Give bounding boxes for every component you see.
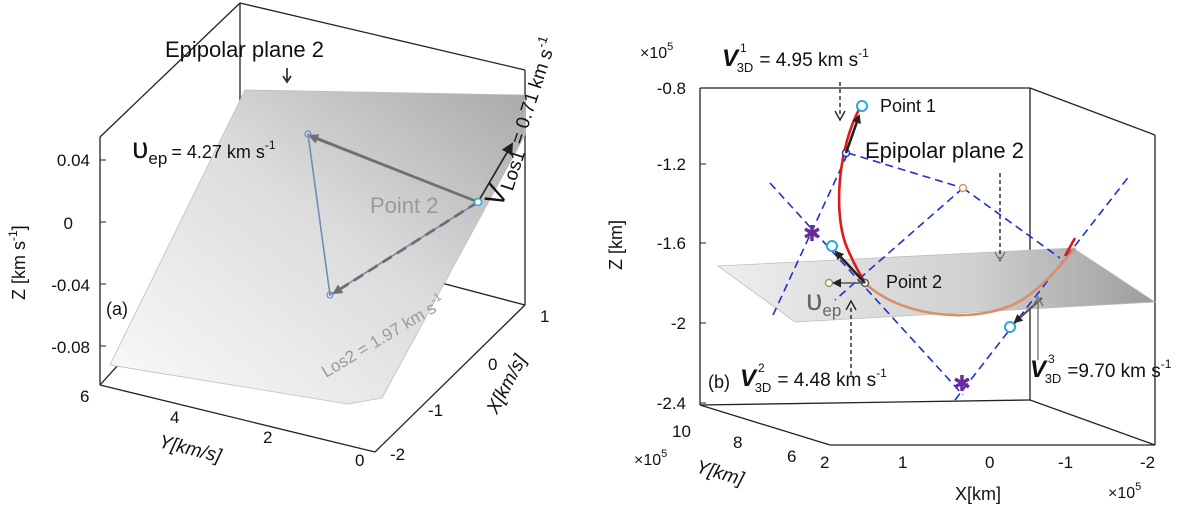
panel-b-star-marker: ✱ [803,222,821,247]
x-tick: 2 [820,453,829,472]
x-tick: -1 [428,401,443,420]
x-tick: -2 [390,445,405,464]
panel-a-point2-marker [473,197,483,207]
y-tick: 0 [355,451,364,470]
y-tick: 2 [263,428,272,447]
panel-b-z-axis-label: Z [km] [606,220,626,270]
z-tick: 0 [64,214,73,233]
panel-a-vep-label: υep = 4.27 km s-1 [132,132,276,168]
panel-b-curve-red-tip [1063,237,1077,257]
panel-b-curve-orange [865,247,1076,317]
panel-a-panel-label: (a) [106,299,128,319]
panel-a-y-ticks: 6 4 2 0 [80,387,364,470]
panel-b-star-marker: ✱ [953,372,971,397]
panel-a-vertex-marker [326,291,334,299]
z-tick: -0.08 [51,338,90,357]
panel-b-y-ticks: 10 8 6 [672,422,796,466]
x-tick: 0 [488,355,497,374]
x-tick: -2 [1140,453,1155,472]
panel-b-epipolar-plane [716,247,1157,323]
z-tick: -1.2 [657,155,686,174]
x-tick: -1 [1058,453,1073,472]
panel-b-epipolar-label: Epipolar plane 2 [865,138,1024,163]
panel-a: Epipolar plane 2 υep = 4.27 km s-1 Point … [6,2,558,470]
panel-b-point1-label: Point 1 [880,96,936,116]
x-tick: 1 [898,453,907,472]
panel-a-point2-label: Point 2 [370,193,439,218]
y-tick: 6 [787,447,796,466]
y-tick: 6 [80,387,89,406]
panel-b-v3d1-label: V 1 3D = 4.95 km s-1 [722,41,869,75]
panel-b-marker [824,278,834,288]
panel-b-marker [958,183,968,193]
panel-b-v3d2-label: V 2 3D = 4.48 km s-1 [740,361,887,395]
panel-b-panel-label: (b) [708,372,730,392]
panel-a-z-ticks: 0.04 0 -0.04 -0.08 [51,151,106,357]
panel-a-vlos1-vector [477,142,514,203]
panel-a-epipolar-arrow [282,68,292,84]
panel-a-epipolar-label: Epipolar plane 2 [165,37,324,62]
y-tick: 10 [672,422,691,441]
panel-b-x-ticks: 2 1 0 -1 -2 [820,453,1155,472]
panel-a-y-axis-label: Y[km/s] [157,431,224,467]
z-tick: -2 [671,314,686,333]
panel-b-v3d3-label: V 3 3D =9.70 km s-1 [1030,352,1172,386]
panel-a-vertex-marker-top [304,130,312,138]
panel-b-x-axis-label: X[km] [955,484,1001,504]
panel-a-epipolar-plane [109,89,526,405]
panel-b-curve-red [837,103,868,285]
panel-a-vep-vector [308,134,479,204]
panel-a-x-ticks: 1 0 -1 -2 [390,307,549,464]
z-tick: 0.04 [57,151,90,170]
panel-b-point1-marker [856,100,868,112]
panel-b-v3d2-vector [834,250,866,284]
z-tick: -1.6 [657,234,686,253]
panel-b-y-axis-label: Y[km] [694,457,747,491]
z-tick: -2.4 [657,394,686,413]
z-tick: -0.8 [657,79,686,98]
panel-b-pointer-arrows [834,82,1044,375]
panel-b-y-scale: ×105 [634,448,667,469]
panel-b-dashed-lines [769,152,1131,401]
x-tick: 1 [540,307,549,326]
panel-b-v3d1-vector [844,114,861,154]
panel-b-z-scale: ×105 [640,41,673,62]
panel-b-z-ticks: -0.8 -1.2 -1.6 -2 -2.4 [657,79,706,413]
panel-a-los2-vector [332,200,479,295]
panel-b-x-scale: ×105 [1108,481,1141,502]
panel-a-z-axis-label: Z [km s-1] [6,225,29,300]
z-tick: -0.04 [51,276,90,295]
panel-b: ✱ ✱ V 1 3D = 4.95 km s-1 Point 1 Epipolar p… [606,41,1172,504]
panel-b-marker [826,240,838,252]
panel-b-point2-label: Point 2 [886,272,942,292]
x-tick: 0 [985,453,994,472]
y-tick: 4 [170,408,179,427]
panel-b-uep-label: υep [806,284,841,320]
y-tick: 8 [733,433,742,452]
panel-b-box [699,87,1156,446]
panel-b-marker [1004,321,1016,333]
